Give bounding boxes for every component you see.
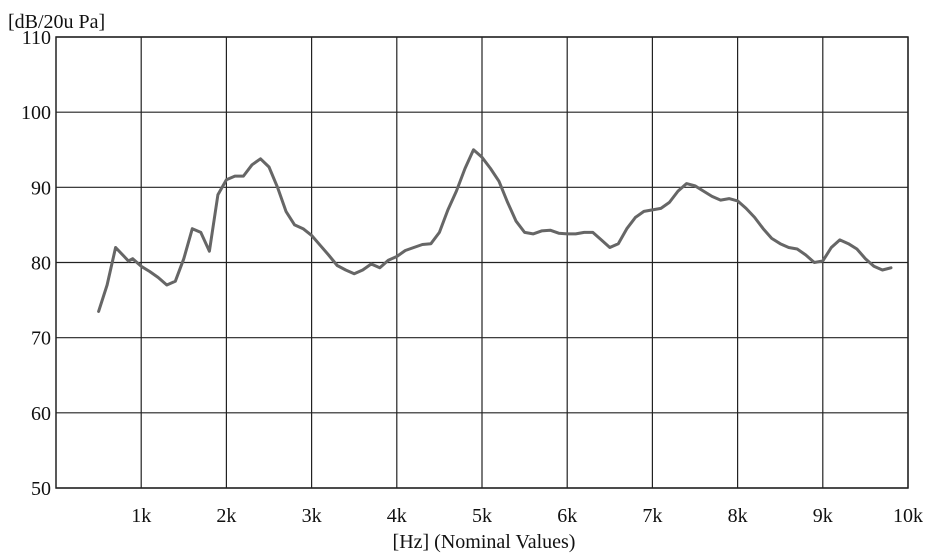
y-tick-label: 80 <box>31 253 51 275</box>
x-tick-label: 7k <box>642 505 662 527</box>
x-tick-label: 4k <box>387 505 407 527</box>
x-tick-label: 2k <box>216 505 236 527</box>
x-tick-label: 1k <box>131 505 151 527</box>
y-axis-label: [dB/20u Pa] <box>8 11 105 33</box>
series-layer <box>97 148 893 313</box>
y-tick-label: 50 <box>31 478 51 500</box>
x-axis-label: [Hz] (Nominal Values) <box>393 531 576 553</box>
y-tick-label: 100 <box>21 102 51 124</box>
x-tick-label: 8k <box>728 505 748 527</box>
y-tick-label: 60 <box>31 403 51 425</box>
y-tick-label: 110 <box>22 27 51 49</box>
series-line <box>97 148 893 313</box>
x-tick-label: 10k <box>893 505 923 527</box>
x-tick-label: 5k <box>472 505 492 527</box>
y-tick-label: 70 <box>31 328 51 350</box>
x-tick-label: 9k <box>813 505 833 527</box>
y-tick-label: 90 <box>31 177 51 199</box>
tick-label-layer: 1k 2k 3k 4k 5k 6k 7k 8k 9k 10k 50 60 70 80 90 100 110 <box>21 27 923 527</box>
x-tick-label: 3k <box>302 505 322 527</box>
x-tick-label: 6k <box>557 505 577 527</box>
plot-frame <box>55 36 909 489</box>
